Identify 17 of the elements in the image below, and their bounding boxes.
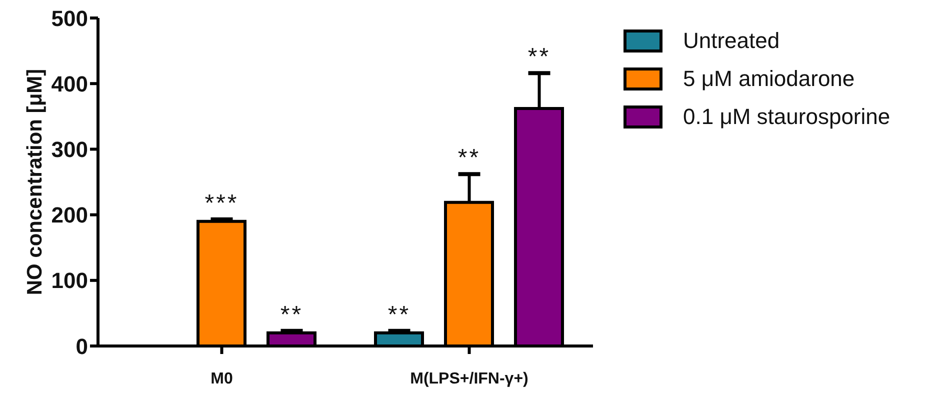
- y-tick-label: 500: [51, 6, 88, 31]
- x-tick-label: M(LPS+/IFN-γ+): [410, 370, 528, 388]
- data-label: **: [528, 44, 551, 71]
- data-label: ***: [204, 190, 239, 217]
- data-label: **: [388, 301, 411, 328]
- y-tick-label: 100: [51, 268, 88, 294]
- legend-label: Untreated: [683, 28, 780, 54]
- y-axis-title: NO concentration [μM]: [23, 68, 46, 296]
- x-tick-label: M0: [210, 370, 233, 388]
- y-tick-label: 400: [51, 71, 88, 96]
- data-label: **: [458, 144, 481, 172]
- y-tick-label: 200: [51, 202, 88, 228]
- y-tick-label: 300: [51, 137, 88, 162]
- data-label: **: [280, 301, 304, 328]
- y-tick-label: 0: [76, 334, 88, 359]
- legend-label: 0.1 μM staurosporine: [683, 104, 890, 130]
- legend-label: 5 μM amiodarone: [683, 66, 855, 92]
